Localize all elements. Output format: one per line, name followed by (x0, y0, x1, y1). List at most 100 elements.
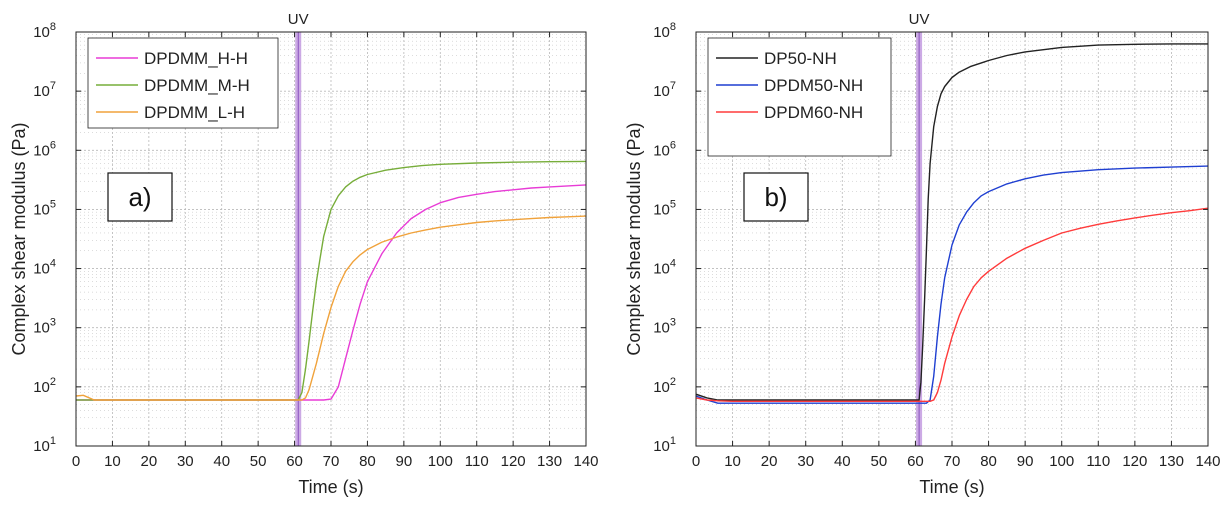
x-axis-label: Time (s) (919, 477, 984, 497)
y-tick-label: 105 (33, 198, 56, 218)
uv-annotation: UV (288, 11, 309, 28)
y-tick-label: 101 (33, 435, 56, 455)
y-tick-exponent: 4 (670, 258, 676, 270)
x-tick-label: 140 (1195, 453, 1220, 470)
y-tick-exponent: 2 (50, 376, 56, 388)
legend: DPDMM_H-H DPDMM_M-H DPDMM_L-H (87, 37, 279, 129)
panel-label-box (743, 172, 809, 222)
x-tick-label: 10 (104, 453, 121, 470)
legend: DP50-NH DPDM50-NH DPDM60-NH (707, 37, 892, 157)
y-tick-base: 10 (653, 320, 670, 337)
x-tick-label: 140 (573, 453, 598, 470)
y-tick-label: 107 (653, 80, 676, 100)
y-tick-base: 10 (33, 201, 50, 218)
series-line-1 (696, 43, 1208, 401)
x-tick-label: 20 (141, 453, 158, 470)
x-tick-label: 20 (761, 453, 778, 470)
legend-label: DPDMM_L-H (144, 103, 245, 122)
axes: 0 10 20 30 40 50 60 70 80 90 100 110 120 130 140101102… (33, 21, 598, 470)
x-tick-label: 120 (1122, 453, 1147, 470)
y-tick-exponent: 2 (670, 376, 676, 388)
y-tick-base: 10 (653, 261, 670, 278)
y-tick-label: 106 (653, 139, 676, 159)
x-tick-label: 60 (286, 453, 303, 470)
y-tick-base: 10 (33, 320, 50, 337)
panel-label-box (107, 172, 173, 222)
x-tick-label: 0 (72, 453, 80, 470)
x-tick-label: 60 (907, 453, 924, 470)
y-tick-base: 10 (653, 24, 670, 41)
y-tick-exponent: 1 (670, 435, 676, 447)
y-tick-label: 101 (653, 435, 676, 455)
x-tick-label: 80 (980, 453, 997, 470)
y-tick-base: 10 (33, 83, 50, 100)
x-tick-label: 100 (428, 453, 453, 470)
y-tick-label: 104 (33, 258, 56, 278)
y-tick-base: 10 (33, 438, 50, 455)
legend-label: DPDMM_M-H (144, 76, 250, 95)
legend-label: DPDM50-NH (764, 76, 863, 95)
y-tick-exponent: 5 (50, 198, 56, 210)
y-tick-exponent: 5 (670, 198, 676, 210)
x-tick-label: 50 (871, 453, 888, 470)
y-tick-label: 105 (653, 198, 676, 218)
x-tick-label: 10 (724, 453, 741, 470)
panel-label: b) (764, 182, 787, 212)
y-tick-label: 102 (653, 376, 676, 396)
y-tick-exponent: 3 (50, 317, 56, 329)
x-tick-label: 130 (537, 453, 562, 470)
x-tick-label: 110 (1086, 453, 1110, 470)
x-tick-label: 70 (944, 453, 961, 470)
series-line-3 (696, 207, 1208, 402)
y-axis-label: Complex shear modulus (Pa) (9, 122, 29, 355)
y-tick-exponent: 6 (50, 139, 56, 151)
y-tick-base: 10 (653, 142, 670, 159)
y-tick-exponent: 8 (50, 21, 56, 33)
x-tick-label: 120 (501, 453, 526, 470)
legend-label: DPDMM_H-H (144, 49, 248, 68)
chart-panel-b: UV0 10 20 30 40 50 60 70 80 90 100 110 120 130 1401011… (624, 11, 1221, 497)
panel-label: a) (128, 182, 151, 212)
series-line-3 (76, 215, 586, 401)
x-tick-label: 0 (692, 453, 700, 470)
y-tick-base: 10 (653, 201, 670, 218)
x-tick-label: 40 (834, 453, 851, 470)
x-tick-label: 80 (359, 453, 376, 470)
x-tick-label: 50 (250, 453, 267, 470)
y-tick-base: 10 (33, 24, 50, 41)
y-tick-base: 10 (33, 142, 50, 159)
x-tick-label: 110 (465, 453, 489, 470)
legend-label: DPDM60-NH (764, 103, 863, 122)
y-tick-exponent: 1 (50, 435, 56, 447)
x-tick-label: 70 (323, 453, 340, 470)
axes: 0 10 20 30 40 50 60 70 80 90 100 110 120 130 140101102… (653, 21, 1220, 470)
y-tick-label: 103 (33, 317, 56, 337)
x-tick-label: 90 (1017, 453, 1034, 470)
y-tick-label: 106 (33, 139, 56, 159)
y-tick-exponent: 3 (670, 317, 676, 329)
x-tick-label: 30 (177, 453, 194, 470)
y-tick-base: 10 (33, 379, 50, 396)
y-tick-label: 108 (653, 21, 676, 41)
y-tick-label: 102 (33, 376, 56, 396)
y-tick-exponent: 7 (670, 80, 676, 92)
y-tick-base: 10 (33, 261, 50, 278)
series-line-2 (696, 165, 1208, 404)
legend-label: DP50-NH (764, 49, 837, 68)
y-tick-exponent: 8 (670, 21, 676, 33)
y-tick-label: 103 (653, 317, 676, 337)
legend-box (87, 37, 279, 129)
series-group (76, 160, 586, 401)
x-tick-label: 130 (1159, 453, 1184, 470)
y-tick-label: 108 (33, 21, 56, 41)
y-tick-label: 104 (653, 258, 676, 278)
y-tick-base: 10 (653, 379, 670, 396)
series-group (696, 43, 1208, 404)
x-tick-label: 90 (396, 453, 413, 470)
x-tick-label: 100 (1049, 453, 1074, 470)
y-tick-exponent: 4 (50, 258, 56, 270)
y-tick-exponent: 6 (670, 139, 676, 151)
y-tick-base: 10 (653, 438, 670, 455)
x-axis-label: Time (s) (298, 477, 363, 497)
